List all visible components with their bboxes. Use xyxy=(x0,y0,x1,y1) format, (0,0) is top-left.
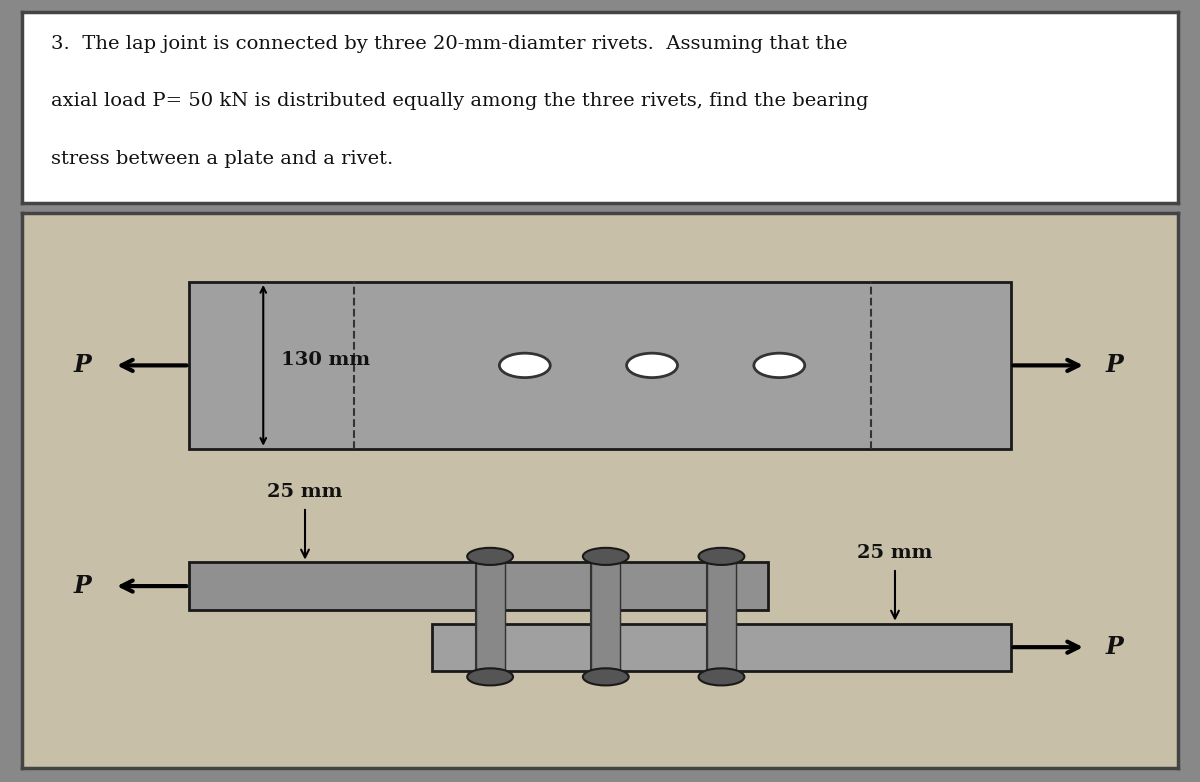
Text: 25 mm: 25 mm xyxy=(268,483,343,501)
Ellipse shape xyxy=(698,669,744,685)
Text: P: P xyxy=(73,574,91,598)
Circle shape xyxy=(626,353,678,378)
Text: P: P xyxy=(73,353,91,378)
Bar xyxy=(190,562,768,610)
Circle shape xyxy=(499,353,551,378)
Ellipse shape xyxy=(467,669,514,685)
Circle shape xyxy=(754,353,805,378)
Bar xyxy=(707,562,736,671)
Ellipse shape xyxy=(467,548,514,565)
Ellipse shape xyxy=(698,548,744,565)
Bar xyxy=(475,562,505,671)
Text: P: P xyxy=(1105,353,1123,378)
Text: 130 mm: 130 mm xyxy=(281,351,370,369)
Text: axial load P= 50 kN is distributed equally among the three rivets, find the bear: axial load P= 50 kN is distributed equal… xyxy=(50,92,868,110)
Text: 25 mm: 25 mm xyxy=(857,544,932,562)
Bar xyxy=(432,623,1010,671)
Bar xyxy=(190,282,1010,449)
Text: stress between a plate and a rivet.: stress between a plate and a rivet. xyxy=(50,149,392,167)
Ellipse shape xyxy=(583,669,629,685)
Ellipse shape xyxy=(583,548,629,565)
Text: P: P xyxy=(1105,635,1123,659)
Text: 3.  The lap joint is connected by three 20-mm-diamter rivets.  Assuming that the: 3. The lap joint is connected by three 2… xyxy=(50,34,847,52)
Bar xyxy=(592,562,620,671)
